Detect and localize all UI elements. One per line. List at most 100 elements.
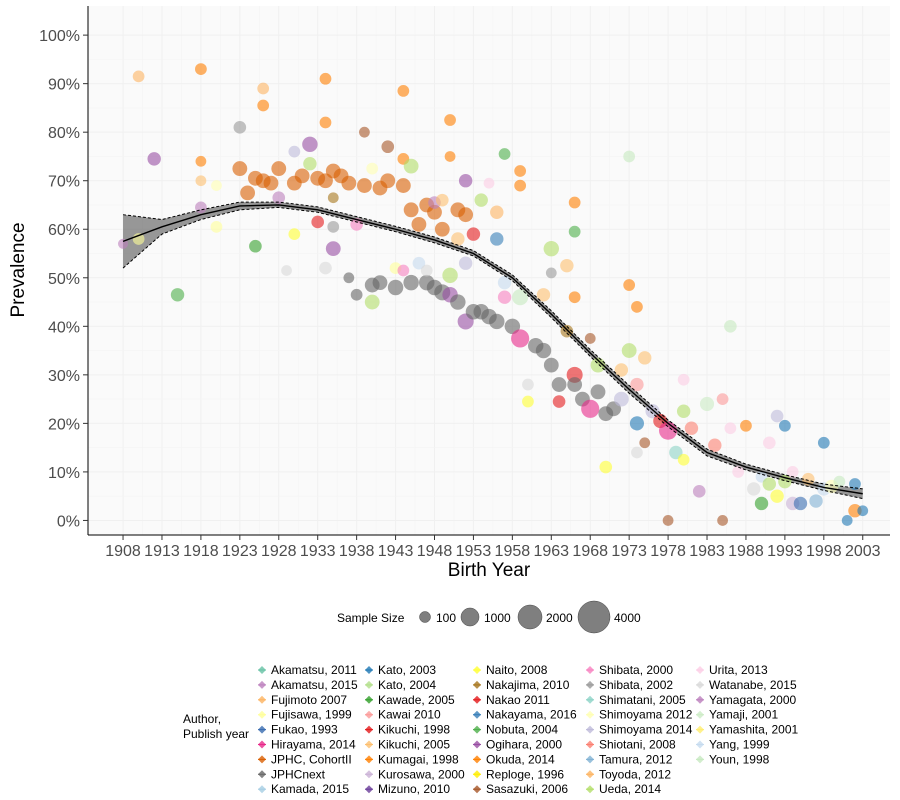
data-point [490,232,504,246]
data-point [504,318,521,335]
color-legend-label: Kawai 2010 [378,708,441,722]
data-point [514,165,527,177]
fit-curve [122,201,863,500]
data-point [411,216,427,232]
data-point [621,343,637,358]
x-axis-title: Birth Year [448,560,531,581]
data-point [786,466,799,478]
data-point [211,180,222,191]
data-point [809,494,823,508]
data-point [489,313,505,330]
y-tick-label: 60% [48,222,80,239]
x-tick-label: 1998 [806,543,842,560]
data-point [412,256,426,270]
data-point [350,218,363,231]
x-tick-label: 1968 [572,543,608,560]
color-legend-label: Fukao, 1993 [271,723,338,737]
data-point [676,404,691,418]
data-point [395,178,411,193]
x-tick-label: 2003 [845,543,881,560]
data-point [263,175,279,191]
data-point [427,204,442,220]
x-tick-label: 1993 [767,543,803,560]
data-point [420,264,433,277]
data-point [357,178,372,193]
data-point [724,320,737,333]
x-tick-label: 1943 [378,543,414,560]
data-point [833,475,846,488]
color-legend-label: Fujisawa, 1999 [271,708,352,722]
color-legend-label: Reploge, 1996 [486,767,564,781]
data-point [319,261,332,275]
plot-panel [88,6,890,535]
x-tick-label: 1933 [300,543,336,560]
color-legend-label: Yamaji, 2001 [709,708,778,722]
data-point [754,496,769,511]
data-point [195,175,207,187]
color-legend-label: JPHCnext [271,767,326,781]
x-tick-label: 1988 [728,543,764,560]
color-legend-label: Akamatsu, 2011 [271,663,357,677]
color-legend-label: Shibata, 2002 [599,678,673,692]
data-points [117,63,869,526]
data-point [271,161,287,176]
data-point [319,116,332,129]
data-point [662,515,674,526]
data-point [288,228,301,240]
size-legend-key [577,600,611,634]
data-point [195,201,207,214]
data-point [327,220,340,233]
data-point [288,145,301,158]
data-point [458,174,473,188]
data-point [841,515,853,526]
data-point [677,373,690,386]
y-tick-label: 100% [39,28,80,45]
y-tick-label: 10% [48,465,80,482]
color-legend-label: Kurosawa, 2000 [378,767,465,781]
color-legend-label: Watanabe, 2015 [709,678,797,692]
data-point [387,279,404,296]
color-legend-label: Okuda, 2014 [486,752,555,766]
color-legend-label: Mizuno, 2010 [378,782,450,796]
grid-lines [88,6,890,535]
x-tick-label: 1978 [650,543,686,560]
color-legend-label: Kikuchi, 1998 [378,723,450,737]
data-point [552,395,566,408]
data-point [294,168,310,184]
data-point [498,148,511,160]
x-tick-label: 1983 [689,543,725,560]
data-point [210,220,223,233]
data-point [590,384,606,400]
y-tick-label: 0% [57,513,80,530]
data-point [699,396,715,412]
color-legend-label: Yang, 1999 [709,738,770,752]
data-point [631,301,643,313]
data-point [403,274,419,291]
color-legend-label: Nobuta, 2004 [486,723,558,737]
data-point [629,416,645,431]
size-legend-label: 1000 [484,611,511,625]
data-point [817,436,830,449]
y-tick-label: 90% [48,77,80,94]
data-point [522,378,534,391]
color-legend-label: Ogihara, 2000 [486,738,562,752]
data-point [669,445,683,460]
color-legend-label: Fujimoto 2007 [271,693,347,707]
data-point [325,241,341,257]
data-point [366,162,379,175]
size-legend: Sample Size 100 1000 2000 4000 [337,600,641,634]
data-point [849,478,861,490]
data-point [857,505,869,517]
data-point [613,391,629,407]
data-point [692,485,706,498]
data-point [584,333,596,344]
data-point [403,202,419,218]
size-legend-key [419,611,431,623]
data-point [474,193,488,207]
size-legend-key [460,607,480,627]
data-point [232,161,248,176]
color-legend-label: Shiotani, 2008 [599,738,676,752]
color-legend-label: Naito, 2008 [486,663,548,677]
color-legend-label: Shimatani, 2005 [599,693,686,707]
data-point [599,460,613,474]
